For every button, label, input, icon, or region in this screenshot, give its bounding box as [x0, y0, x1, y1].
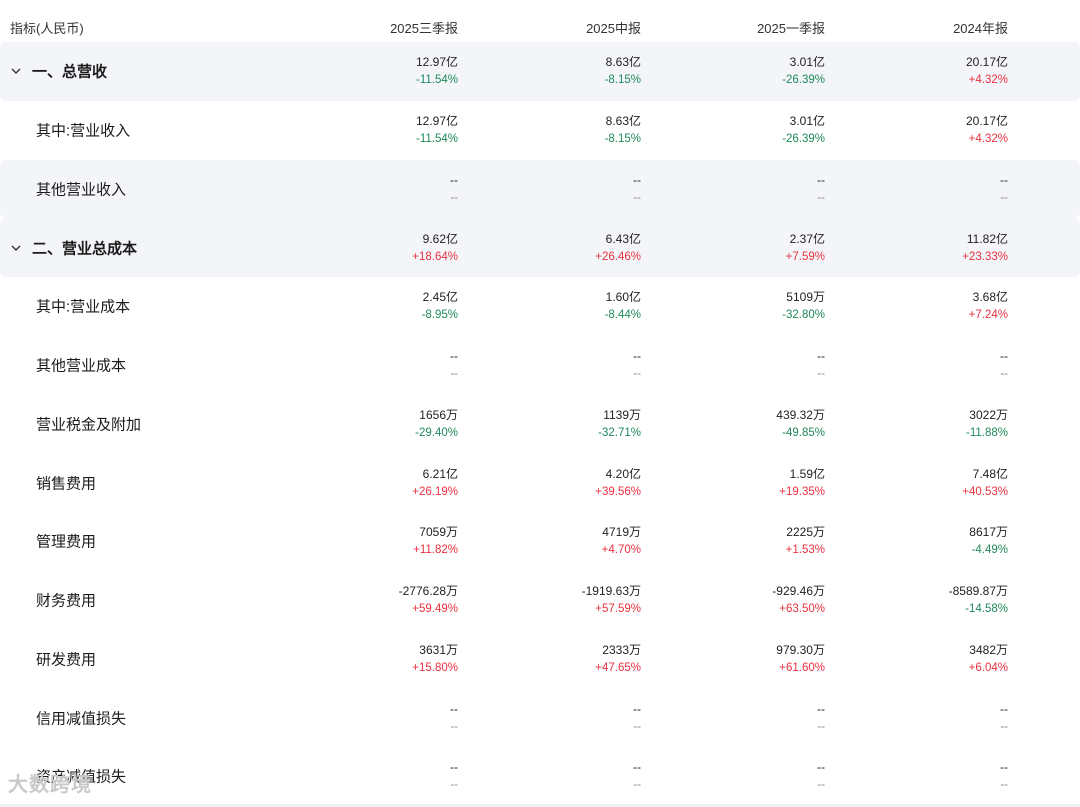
value-cell: -- --	[1000, 349, 1008, 381]
value-cell: 1.59亿 +19.35%	[779, 466, 825, 498]
value-cell: 12.97亿 -11.54%	[415, 114, 458, 146]
indicator-header: 指标(人民币)	[10, 21, 84, 36]
period-header-1[interactable]: 2025三季报	[390, 21, 458, 36]
value-cell: 439.32万 -49.85%	[776, 407, 825, 439]
row-label: 财务费用	[36, 592, 97, 610]
row-label: 管理费用	[36, 533, 97, 551]
value-cell: -- --	[450, 760, 458, 792]
value-cell: 8.63亿 -8.15%	[604, 114, 641, 146]
value-cell: 4.20亿 +39.56%	[595, 466, 641, 498]
value-cell: -- --	[450, 172, 458, 204]
value-cell: 6.21亿 +26.19%	[412, 466, 458, 498]
value-cell: -- --	[450, 349, 458, 381]
chevron-down-icon[interactable]	[10, 65, 22, 77]
value-cell: 4719万 +4.70%	[601, 525, 641, 557]
row-label: 研发费用	[36, 651, 97, 669]
value-cell: -- --	[1000, 701, 1008, 733]
row-label: 其他营业收入	[36, 181, 127, 199]
value-cell: 20.17亿 +4.32%	[965, 55, 1008, 87]
row-label: 销售费用	[36, 475, 97, 493]
value-cell: -- --	[450, 701, 458, 733]
value-cell: -- --	[817, 760, 825, 792]
value-cell: 3631万 +15.80%	[412, 642, 458, 674]
value-cell: -8589.87万 -14.58%	[948, 584, 1008, 616]
value-cell: 7.48亿 +40.53%	[962, 466, 1008, 498]
value-cell: 3.68亿 +7.24%	[968, 290, 1008, 322]
value-cell: -- --	[633, 701, 641, 733]
table-row: 其中:营业收入 12.97亿 -11.54% 8.63亿 -8.15% 3.01亿 -…	[0, 101, 1080, 160]
row-label: 信用减值损失	[36, 710, 127, 728]
value-cell: 12.97亿 -11.54%	[415, 55, 458, 87]
period-header-2[interactable]: 2025中报	[586, 21, 641, 36]
table-row: 财务费用 -2776.28万 +59.49% -1919.63万 +57.59% -…	[0, 571, 1080, 630]
value-cell: 2333万 +47.65%	[595, 642, 641, 674]
value-cell: -- --	[633, 172, 641, 204]
table-row: 研发费用 3631万 +15.80% 2333万 +47.65% 979.30万 +6…	[0, 630, 1080, 689]
value-cell: -- --	[633, 760, 641, 792]
period-header-4[interactable]: 2024年报	[953, 21, 1008, 36]
value-cell: 3.01亿 -26.39%	[782, 114, 825, 146]
financial-table: 一、总营收 12.97亿 -11.54% 8.63亿 -8.15% 3.01亿 -26…	[0, 42, 1080, 806]
row-label: 二、营业总成本	[32, 240, 138, 258]
value-cell: -- --	[817, 172, 825, 204]
table-row: 资产减值损失 -- -- -- -- -- -- -- --	[0, 747, 1080, 806]
value-cell: -1919.63万 +57.59%	[581, 584, 641, 616]
value-cell: -929.46万 +63.50%	[772, 584, 825, 616]
table-row: 营业税金及附加 1656万 -29.40% 1139万 -32.71% 439.32…	[0, 395, 1080, 454]
table-row: 信用减值损失 -- -- -- -- -- -- -- --	[0, 688, 1080, 747]
table-row: 其他营业收入 -- -- -- -- -- -- -- --	[0, 159, 1080, 219]
chevron-down-icon[interactable]	[10, 242, 22, 254]
value-cell: 8617万 -4.49%	[969, 525, 1008, 557]
table-row: 销售费用 6.21亿 +26.19% 4.20亿 +39.56% 1.59亿 +19.…	[0, 453, 1080, 512]
value-cell: -- --	[817, 701, 825, 733]
divider	[0, 804, 1080, 807]
value-cell: -- --	[1000, 760, 1008, 792]
value-cell: 979.30万 +61.60%	[776, 642, 825, 674]
value-cell: 11.82亿 +23.33%	[962, 231, 1008, 263]
row-label: 资产减值损失	[36, 768, 127, 786]
value-cell: -- --	[817, 349, 825, 381]
value-cell: 6.43亿 +26.46%	[595, 231, 641, 263]
value-cell: 3.01亿 -26.39%	[782, 55, 825, 87]
value-cell: 2.45亿 -8.95%	[421, 290, 458, 322]
row-label: 其他营业成本	[36, 357, 127, 375]
value-cell: 3482万 +6.04%	[968, 642, 1008, 674]
table-row: 管理费用 7059万 +11.82% 4719万 +4.70% 2225万 +1.53…	[0, 512, 1080, 571]
value-cell: 1139万 -32.71%	[598, 407, 641, 439]
value-cell: -2776.28万 +59.49%	[398, 584, 458, 616]
watermark-logo: 大数跨境	[8, 774, 92, 796]
value-cell: 8.63亿 -8.15%	[604, 55, 641, 87]
value-cell: -- --	[1000, 172, 1008, 204]
value-cell: 20.17亿 +4.32%	[965, 114, 1008, 146]
row-label: 一、总营收	[32, 63, 108, 81]
table-header: 指标(人民币) 2025三季报 2025中报 2025一季报 2024年报	[0, 0, 1080, 44]
value-cell: 1.60亿 -8.44%	[604, 290, 641, 322]
value-cell: 3022万 -11.88%	[966, 407, 1008, 439]
value-cell: 5109万 -32.80%	[782, 290, 825, 322]
period-header-3[interactable]: 2025一季报	[757, 21, 825, 36]
value-cell: 2225万 +1.53%	[785, 525, 825, 557]
value-cell: 9.62亿 +18.64%	[412, 231, 458, 263]
row-label: 营业税金及附加	[36, 416, 142, 434]
value-cell: 1656万 -29.40%	[415, 407, 458, 439]
table-row[interactable]: 二、营业总成本 9.62亿 +18.64% 6.43亿 +26.46% 2.37亿 +…	[0, 218, 1080, 277]
table-row: 其他营业成本 -- -- -- -- -- -- -- --	[0, 336, 1080, 395]
value-cell: 7059万 +11.82%	[413, 525, 458, 557]
table-row: 其中:营业成本 2.45亿 -8.95% 1.60亿 -8.44% 5109万 -32…	[0, 277, 1080, 336]
row-label: 其中:营业收入	[36, 122, 131, 140]
value-cell: -- --	[633, 349, 641, 381]
value-cell: 2.37亿 +7.59%	[785, 231, 825, 263]
table-row[interactable]: 一、总营收 12.97亿 -11.54% 8.63亿 -8.15% 3.01亿 -26…	[0, 42, 1080, 101]
row-label: 其中:营业成本	[36, 298, 131, 316]
